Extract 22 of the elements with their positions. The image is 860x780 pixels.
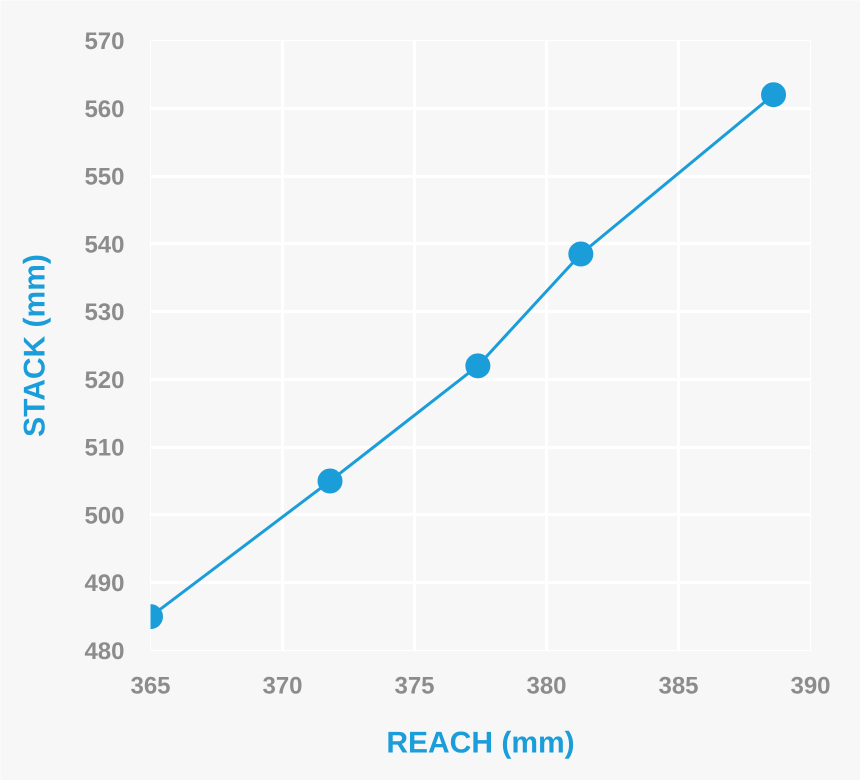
x-tick-label: 370 [262, 672, 303, 700]
y-tick-label: 510 [84, 434, 125, 462]
y-tick-label: 560 [84, 96, 125, 123]
point [568, 242, 594, 266]
y-tick-label: 490 [84, 570, 125, 598]
point [318, 468, 343, 494]
y-tick-label: 530 [84, 299, 125, 326]
x-tick-label: 375 [394, 672, 435, 700]
y-tick-label: 550 [84, 164, 125, 191]
point [761, 82, 786, 108]
x-axis-title: REACH (mm) [386, 726, 575, 760]
y-tick-label: 570 [84, 28, 125, 55]
y-tick-label: 480 [84, 638, 125, 665]
x-tick-label: 390 [790, 672, 831, 700]
x-tick-label: 385 [658, 672, 699, 700]
point [465, 353, 490, 378]
y-tick-label: 520 [84, 366, 125, 394]
y-axis-title: STACK (mm) [18, 254, 52, 437]
y-tick-label: 540 [84, 231, 125, 258]
y-tick-label: 500 [84, 502, 125, 530]
x-tick-label: 380 [526, 672, 567, 700]
x-tick-label: 365 [130, 672, 171, 700]
